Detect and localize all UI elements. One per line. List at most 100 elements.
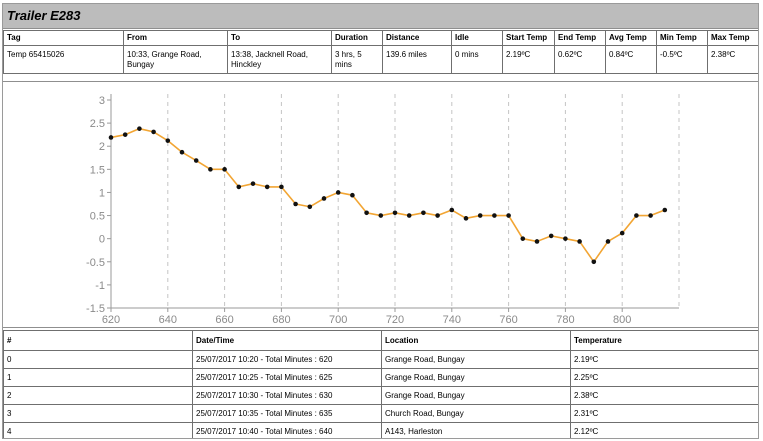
x-axis-ticks: 620 640 660 680 700 720 740 760 780 800	[102, 314, 632, 326]
reading-temperature: 2.19ºC	[570, 350, 758, 369]
data-point	[435, 213, 440, 218]
data-point	[122, 132, 128, 137]
trip-summary-table: Tag From To Duration Distance Idle Start…	[3, 30, 758, 74]
data-point	[193, 158, 199, 163]
data-point	[350, 192, 355, 198]
summary-header-from: From	[123, 30, 228, 46]
reading-index: 4	[3, 422, 193, 438]
reading-datetime: 25/07/2017 10:20 - Total Minutes : 620	[192, 350, 382, 369]
data-point	[477, 213, 483, 218]
data-point	[165, 138, 171, 143]
reading-location: Church Road, Bungay	[381, 404, 571, 423]
data-point	[421, 210, 426, 216]
data-point	[293, 201, 298, 207]
report-title-bar: Trailer E283	[3, 4, 758, 29]
summary-row: Temp 65415026 10:33, Grange Road, Bungay…	[3, 45, 758, 74]
data-point	[406, 213, 412, 218]
data-point	[378, 213, 384, 218]
data-point	[634, 213, 639, 218]
trailer-report: Trailer E283 Tag From To Duration Distan…	[2, 3, 759, 439]
readings-header-index: #	[3, 330, 193, 351]
chart-grid	[167, 94, 680, 308]
summary-distance: 139.6 miles	[382, 45, 452, 74]
data-point	[648, 213, 653, 218]
summary-end-temp: 0.62ºC	[554, 45, 606, 74]
data-point	[108, 135, 114, 140]
summary-max-temp: 2.38ºC	[707, 45, 758, 74]
x-tick-label: 620	[102, 314, 120, 326]
summary-min-temp: -0.5ºC	[656, 45, 708, 74]
data-point	[463, 216, 469, 221]
reading-location: Grange Road, Bungay	[381, 350, 571, 369]
temperature-series	[108, 126, 668, 265]
y-tick-label: 1.5	[90, 164, 105, 176]
data-point	[236, 184, 242, 190]
reading-index: 0	[3, 350, 193, 369]
data-point	[662, 207, 668, 213]
summary-header-row: Tag From To Duration Distance Idle Start…	[3, 30, 758, 46]
readings-header-temperature: Temperature	[570, 330, 758, 351]
data-point	[563, 236, 568, 241]
readings-header-datetime: Date/Time	[192, 330, 382, 351]
summary-header-min-temp: Min Temp	[656, 30, 708, 46]
summary-header-avg-temp: Avg Temp	[605, 30, 657, 46]
reading-location: A143, Harleston	[381, 422, 571, 438]
data-point	[264, 184, 270, 190]
data-point	[151, 129, 156, 135]
summary-tag: Temp 65415026	[3, 45, 124, 74]
x-tick-label: 640	[159, 314, 177, 326]
data-point	[506, 213, 511, 218]
data-point	[492, 213, 497, 218]
readings-header-location: Location	[381, 330, 571, 351]
y-tick-label: -1.5	[86, 303, 105, 315]
data-point	[591, 259, 597, 265]
table-row: 2 25/07/2017 10:30 - Total Minutes : 630…	[3, 386, 758, 405]
data-point	[321, 196, 327, 201]
summary-header-to: To	[227, 30, 332, 46]
y-tick-label: 1	[99, 187, 105, 199]
x-tick-label: 800	[613, 314, 631, 326]
data-point	[307, 204, 313, 210]
reading-datetime: 25/07/2017 10:40 - Total Minutes : 640	[192, 422, 382, 438]
reading-temperature: 2.12ºC	[570, 422, 758, 438]
summary-header-start-temp: Start Temp	[502, 30, 555, 46]
data-point	[449, 207, 455, 213]
reading-datetime: 25/07/2017 10:35 - Total Minutes : 635	[192, 404, 382, 423]
x-tick-label: 700	[329, 314, 347, 326]
data-point	[222, 167, 227, 172]
x-tick-label: 660	[215, 314, 233, 326]
reading-temperature: 2.25ºC	[570, 368, 758, 387]
y-tick-label: 0	[99, 234, 105, 246]
table-row: 0 25/07/2017 10:20 - Total Minutes : 620…	[3, 350, 758, 369]
data-point	[548, 233, 554, 239]
x-tick-label: 680	[272, 314, 290, 326]
data-point	[137, 126, 142, 131]
data-point	[619, 230, 625, 236]
data-point	[179, 149, 185, 155]
summary-duration: 3 hrs, 5 mins	[331, 45, 383, 74]
table-row: 4 25/07/2017 10:40 - Total Minutes : 640…	[3, 422, 758, 438]
y-tick-label: 2	[99, 141, 105, 153]
data-point	[364, 210, 369, 216]
reading-index: 2	[3, 386, 193, 405]
summary-header-tag: Tag	[3, 30, 124, 46]
temperature-chart: 3 2.5 2 1.5 1 0.5 0 -0.5 -1 -1.5 620 640 660 680 700 7…	[3, 81, 758, 328]
y-tick-label: -0.5	[86, 257, 105, 269]
summary-start-temp: 2.19ºC	[502, 45, 555, 74]
data-point	[534, 239, 540, 244]
y-tick-label: -1	[95, 280, 105, 292]
x-tick-label: 720	[386, 314, 404, 326]
report-title: Trailer E283	[7, 8, 81, 23]
reading-location: Grange Road, Bungay	[381, 368, 571, 387]
readings-header-row: # Date/Time Location Temperature	[3, 330, 758, 351]
summary-header-duration: Duration	[331, 30, 383, 46]
chart-axes	[107, 94, 679, 312]
y-tick-label: 3	[99, 95, 105, 107]
table-row: 1 25/07/2017 10:25 - Total Minutes : 625…	[3, 368, 758, 387]
y-axis-ticks: 3 2.5 2 1.5 1 0.5 0 -0.5 -1 -1.5	[86, 95, 105, 315]
data-point	[577, 239, 582, 244]
y-tick-label: 0.5	[90, 211, 105, 223]
data-point	[250, 181, 256, 186]
summary-header-distance: Distance	[382, 30, 452, 46]
x-tick-label: 760	[499, 314, 517, 326]
